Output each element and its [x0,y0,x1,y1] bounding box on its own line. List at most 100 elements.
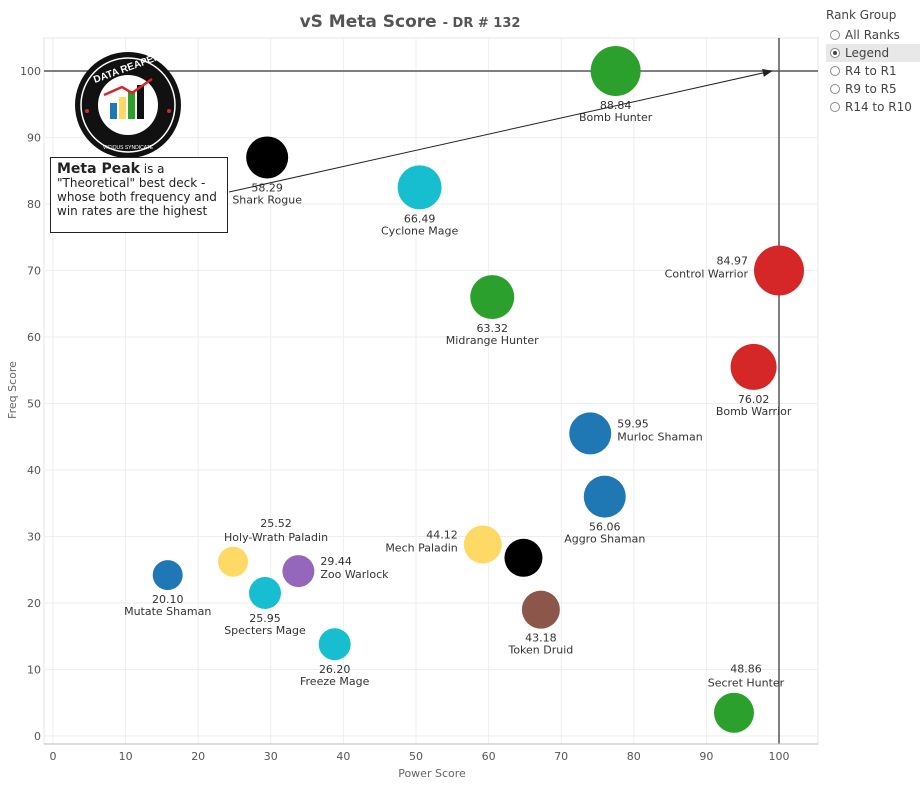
y-tick-label: 90 [27,132,41,145]
data-point [504,538,543,577]
data-name-label: Murloc Shaman [617,430,702,443]
data-reaper-report-logo: DATA REAPER VICIOUS SYNDICATE [75,51,181,158]
rank-option-r4-to-r1[interactable]: R4 to R1 [826,62,920,80]
rank-option-label: All Ranks [845,28,900,42]
data-point [521,590,560,629]
data-value-label: 76.02 [738,393,770,406]
rank-option-label: Legend [845,46,890,60]
data-point [318,628,351,661]
chart-title: vS Meta Score - DR # 132 [0,12,820,32]
data-value-label: 29.44 [320,555,352,568]
radio-icon[interactable] [830,102,840,112]
data-point [470,275,515,320]
x-tick-label: 30 [264,750,278,763]
svg-text:VICIOUS SYNDICATE: VICIOUS SYNDICATE [103,145,154,151]
data-point [569,412,612,455]
radio-icon[interactable] [830,84,840,94]
y-tick-label: 100 [20,65,41,78]
data-point [463,525,502,564]
chart-title-main: vS Meta Score [299,12,437,32]
y-tick-label: 70 [27,265,41,278]
x-tick-label: 90 [699,750,713,763]
y-tick-label: 80 [27,198,41,211]
data-value-label: 56.06 [589,521,621,534]
rank-option-label: R4 to R1 [845,64,897,78]
rank-group-filter: Rank Group All Ranks Legend R4 to R1 R9 … [826,8,920,116]
x-tick-label: 100 [769,750,790,763]
meta-peak-arrow [228,69,773,193]
data-name-label: Secret Hunter [708,677,785,690]
data-points [152,46,804,733]
data-name-label: Zoo Warlock [320,568,389,581]
x-tick-label: 50 [409,750,423,763]
y-tick-label: 10 [27,664,41,677]
rank-option-r14-to-r10[interactable]: R14 to R10 [826,98,920,116]
data-name-label: Holy-Wrath Paladin [224,531,328,544]
data-name-label: Midrange Hunter [446,334,539,347]
data-value-label: 25.95 [249,612,281,625]
radio-icon[interactable] [830,66,840,76]
data-name-label: Bomb Warrior [716,405,792,418]
data-value-label: 58.29 [251,181,283,194]
axes: 0 10 20 30 40 50 60 70 80 90 100 0 10 20 30 40 50 60 70 80 9… [20,65,818,763]
y-tick-label: 20 [27,597,41,610]
rank-option-label: R14 to R10 [845,100,912,114]
reference-lines [44,38,818,744]
data-name-label: Bomb Hunter [579,111,653,124]
data-value-label: 48.86 [730,663,762,676]
data-name-label: Cyclone Mage [381,224,458,237]
x-tick-label: 0 [50,750,57,763]
data-point [397,165,442,210]
radio-icon[interactable] [830,30,840,40]
data-point [246,136,289,179]
rank-option-legend[interactable]: Legend [826,44,920,62]
rank-option-r9-to-r5[interactable]: R9 to R5 [826,80,920,98]
data-name-label: Specters Mage [224,624,306,637]
y-tick-label: 30 [27,531,41,544]
data-point [590,46,641,96]
data-name-label: Shark Rogue [232,193,302,206]
data-name-label: Control Warrior [665,268,749,281]
data-point [282,555,315,588]
rank-option-label: R9 to R5 [845,82,897,96]
meta-peak-title: Meta Peak [57,161,140,177]
x-tick-label: 20 [191,750,205,763]
data-point [218,546,249,577]
data-name-label: Freeze Mage [300,675,370,688]
x-tick-label: 70 [554,750,568,763]
data-value-label: 43.18 [525,632,557,645]
data-value-label: 20.10 [152,593,184,606]
data-point [248,577,281,610]
scatter-chart: 0 10 20 30 40 50 60 70 80 90 100 0 10 20 30 40 50 60 70 80 9… [6,37,819,780]
y-tick-label: 0 [34,730,41,743]
y-tick-label: 50 [27,398,41,411]
data-value-label: 63.32 [476,322,508,335]
data-value-label: 66.49 [404,212,436,225]
data-value-label: 26.20 [319,663,351,676]
meta-peak-arrow-line [228,69,773,193]
x-tick-label: 40 [336,750,350,763]
data-value-label: 25.52 [260,517,292,530]
rank-group-header: Rank Group [826,8,897,22]
y-tick-label: 60 [27,331,41,344]
rank-option-all-ranks[interactable]: All Ranks [826,26,920,44]
data-value-label: 44.12 [426,528,458,541]
radio-selected-icon[interactable] [830,48,840,58]
y-tick-label: 40 [27,464,41,477]
data-point [583,475,626,518]
meta-peak-note: Meta Peak is a "Theoretical" best deck -… [50,157,228,233]
y-axis-label: Freq Score [6,361,19,419]
x-tick-label: 80 [627,750,641,763]
data-value-label: 84.97 [717,255,749,268]
data-name-label: Aggro Shaman [564,533,645,546]
x-tick-label: 60 [482,750,496,763]
chart-subtitle: - DR # 132 [442,16,521,31]
meta-peak-text: is a "Theoretical" best deck - whose bot… [57,162,217,218]
data-point [713,692,754,733]
data-name-label: Mech Paladin [385,541,457,554]
data-point [754,245,804,296]
data-point [152,560,183,591]
data-name-label: Mutate Shaman [124,605,211,618]
data-name-label: Token Druid [507,644,573,657]
